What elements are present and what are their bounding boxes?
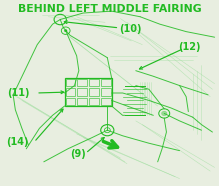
Bar bbox=[66, 79, 75, 86]
Bar bbox=[78, 88, 87, 96]
Bar bbox=[89, 79, 99, 86]
Text: (9): (9) bbox=[70, 149, 86, 159]
Bar bbox=[66, 98, 75, 105]
Bar bbox=[78, 98, 87, 105]
Bar bbox=[89, 88, 99, 96]
Bar bbox=[101, 88, 111, 96]
Text: BEHIND LEFT MIDDLE FAIRING: BEHIND LEFT MIDDLE FAIRING bbox=[18, 4, 201, 14]
Bar bbox=[89, 98, 99, 105]
Text: (11): (11) bbox=[7, 88, 30, 98]
Circle shape bbox=[161, 111, 167, 116]
Text: (10): (10) bbox=[119, 24, 141, 34]
Text: (12): (12) bbox=[178, 42, 201, 52]
Text: (14): (14) bbox=[6, 137, 29, 147]
Circle shape bbox=[64, 30, 67, 32]
Bar bbox=[78, 79, 87, 86]
Bar bbox=[101, 79, 111, 86]
Bar bbox=[66, 88, 75, 96]
Bar bbox=[101, 98, 111, 105]
